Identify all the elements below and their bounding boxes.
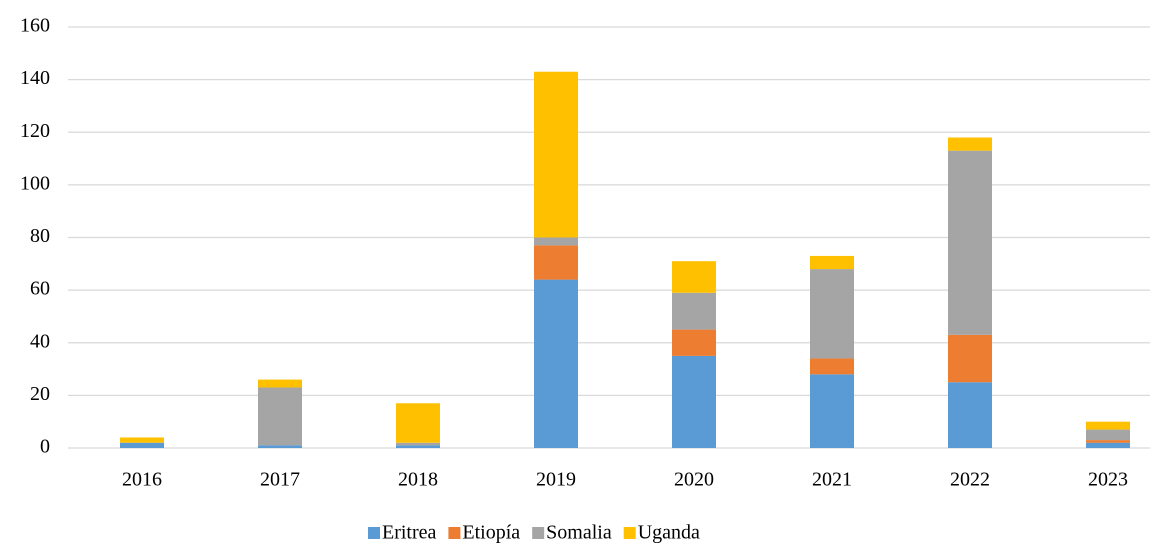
bar-segment (120, 437, 164, 443)
bar-segment (810, 374, 854, 448)
legend-swatch (368, 527, 380, 539)
x-tick-label: 2017 (260, 469, 300, 491)
legend-label: Somalia (546, 522, 612, 544)
legend-label: Eritrea (382, 522, 437, 544)
y-tick-label: 20 (30, 383, 50, 405)
legend-swatch (532, 527, 545, 539)
y-tick-label: 80 (30, 225, 50, 247)
y-tick-label: 0 (40, 436, 50, 458)
x-tick-label: 2022 (950, 469, 990, 491)
bar-segment (396, 403, 440, 443)
y-tick-label: 140 (20, 67, 50, 89)
legend-swatch (623, 527, 636, 539)
y-tick-label: 120 (20, 120, 50, 142)
bar-segment (672, 355, 716, 448)
bar-segment (672, 292, 716, 330)
bar-segment (534, 279, 578, 448)
legend-label: Uganda (638, 522, 700, 544)
x-tick-label: 2021 (812, 469, 852, 491)
bar-segment (258, 379, 302, 388)
bar-segment (258, 387, 302, 446)
bar-segment (948, 334, 992, 383)
bar-segment (1086, 429, 1130, 441)
bar-segment (396, 445, 440, 448)
bar-segment (672, 261, 716, 293)
bar-segment (120, 442, 164, 448)
bar-segment (948, 137, 992, 151)
x-tick-label: 2019 (536, 469, 576, 491)
bar-segment (948, 382, 992, 448)
bar-segment (810, 358, 854, 375)
bar-segment (1086, 440, 1130, 443)
y-tick-label: 160 (20, 15, 50, 37)
legend-label: Etiopía (462, 522, 520, 544)
bar-segment (534, 245, 578, 280)
bar-segment (534, 237, 578, 246)
bar-segment (258, 445, 302, 448)
bar-segment (672, 329, 716, 356)
bar-segment (1086, 442, 1130, 448)
bar-segment (534, 71, 578, 238)
bar-segment (948, 150, 992, 335)
y-tick-label: 60 (30, 278, 50, 300)
x-tick-label: 2023 (1088, 469, 1128, 491)
bar-segment (396, 442, 440, 446)
x-tick-label: 2016 (122, 469, 162, 491)
y-tick-label: 40 (30, 330, 50, 352)
y-tick-label: 100 (20, 172, 50, 194)
bar-segment (810, 269, 854, 359)
bar-segment (810, 255, 854, 270)
x-tick-label: 2018 (398, 469, 438, 491)
legend-swatch (448, 527, 461, 539)
x-tick-label: 2020 (674, 469, 714, 491)
bar-segment (1086, 421, 1130, 430)
